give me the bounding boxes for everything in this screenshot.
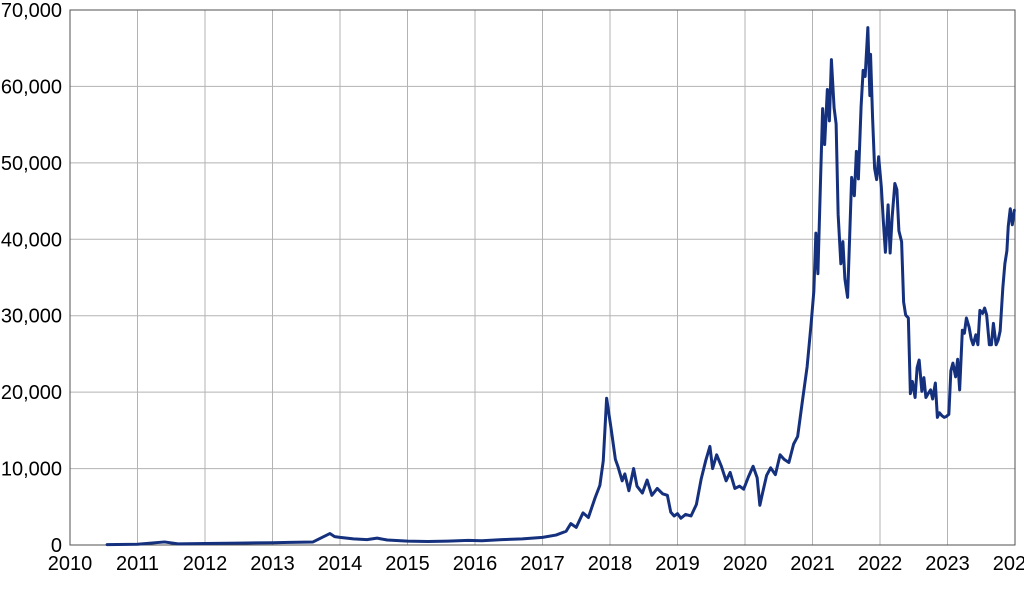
- y-tick-label: 40,000: [1, 229, 62, 251]
- x-tick-label: 2011: [116, 553, 159, 575]
- x-tick-label: 2018: [588, 553, 633, 575]
- x-tick-label: 2023: [925, 553, 970, 575]
- x-tick-label: 2024: [993, 553, 1024, 575]
- x-tick-label: 2020: [723, 553, 768, 575]
- x-tick-label: 2012: [183, 553, 228, 575]
- x-tick-label: 2019: [655, 553, 700, 575]
- x-tick-label: 2013: [250, 553, 295, 575]
- x-tick-label: 2014: [318, 553, 363, 575]
- y-tick-label: 0: [51, 535, 62, 557]
- x-tick-label: 2015: [385, 553, 430, 575]
- y-tick-label: 10,000: [1, 459, 62, 481]
- y-tick-label: 20,000: [1, 382, 62, 404]
- x-tick-label: 2021: [790, 553, 835, 575]
- price-line-chart: 2010201120122013201420152016201720182019…: [0, 0, 1024, 589]
- x-tick-label: 2022: [858, 553, 903, 575]
- x-tick-label: 2017: [520, 553, 565, 575]
- y-tick-label: 50,000: [1, 153, 62, 175]
- y-tick-label: 30,000: [1, 306, 62, 328]
- x-tick-label: 2016: [453, 553, 498, 575]
- y-tick-label: 70,000: [1, 0, 62, 22]
- y-tick-label: 60,000: [1, 76, 62, 98]
